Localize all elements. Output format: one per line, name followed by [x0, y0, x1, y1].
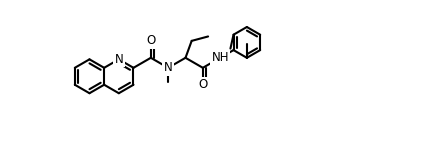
- Text: O: O: [198, 78, 207, 91]
- Text: N: N: [164, 61, 173, 74]
- Text: N: N: [114, 53, 123, 66]
- Text: N: N: [114, 53, 123, 66]
- Text: NH: NH: [212, 51, 229, 64]
- Text: O: O: [146, 34, 156, 47]
- Text: N: N: [164, 61, 173, 74]
- Text: O: O: [198, 78, 207, 91]
- Text: O: O: [146, 34, 156, 47]
- Text: NH: NH: [212, 51, 229, 64]
